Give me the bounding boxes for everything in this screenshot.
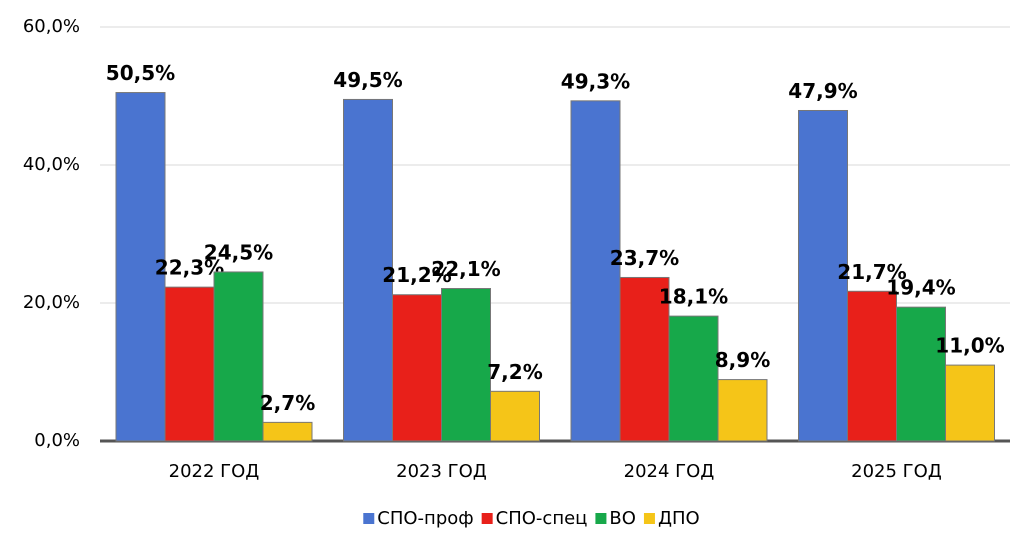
bar: [668, 315, 719, 442]
x-tick-label: 2023 ГОД: [396, 461, 487, 482]
y-tick-label: 20,0%: [23, 292, 80, 313]
legend-label: ВО: [609, 508, 636, 529]
y-tick-label: 40,0%: [23, 154, 80, 175]
value-label: 50,5%: [106, 61, 175, 85]
x-tick-label: 2022 ГОД: [169, 461, 260, 482]
value-label: 49,3%: [561, 69, 630, 93]
value-label: 19,4%: [886, 276, 955, 300]
legend-label: ДПО: [658, 508, 700, 529]
value-label: 8,9%: [715, 348, 770, 372]
bar: [896, 306, 946, 442]
legend-label: СПО-спец: [496, 508, 588, 529]
value-label: 21,2%: [382, 263, 451, 287]
value-label: 18,1%: [659, 285, 728, 309]
value-label: 22,1%: [431, 257, 500, 281]
value-label: 47,9%: [788, 79, 857, 103]
value-label: 23,7%: [610, 246, 679, 270]
bar: [945, 364, 995, 442]
legend-swatch: [363, 513, 375, 524]
legend-swatch: [481, 513, 493, 524]
value-label: 49,5%: [333, 68, 402, 92]
bar: [847, 290, 897, 442]
bar: [115, 92, 166, 442]
bar: [619, 276, 670, 442]
bar: [164, 286, 215, 442]
bar: [490, 390, 540, 442]
value-label: 11,0%: [935, 334, 1004, 358]
bar: [798, 109, 848, 442]
bar: [392, 294, 442, 442]
x-tick-label: 2025 ГОД: [851, 461, 942, 482]
bar: [262, 421, 313, 442]
bar: [213, 271, 264, 442]
value-label: 24,5%: [204, 240, 273, 264]
bar: [343, 98, 393, 442]
value-label: 2,7%: [260, 391, 315, 415]
value-label: 7,2%: [487, 360, 542, 384]
y-tick-label: 60,0%: [23, 16, 80, 37]
bar: [570, 100, 621, 442]
y-tick-label: 0,0%: [34, 430, 80, 451]
bar: [717, 379, 768, 442]
legend-swatch: [595, 513, 607, 524]
value-label: 21,7%: [837, 260, 906, 284]
legend-swatch: [643, 513, 655, 524]
legend-label: СПО-проф: [377, 508, 473, 529]
value-label: 22,3%: [155, 256, 224, 280]
bar: [441, 288, 491, 442]
x-tick-label: 2024 ГОД: [624, 461, 715, 482]
